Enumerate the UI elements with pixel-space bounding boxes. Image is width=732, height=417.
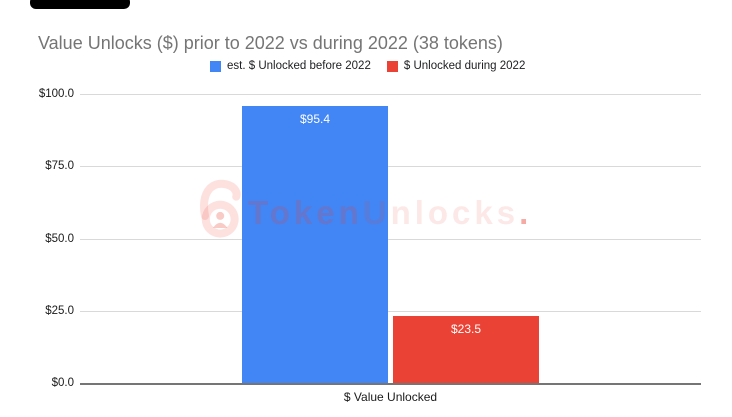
legend-label: est. $ Unlocked before 2022	[227, 60, 371, 72]
x-axis-baseline	[80, 383, 701, 385]
y-tick-label: $0.0	[51, 377, 74, 389]
gridline-75	[80, 166, 701, 167]
chart-title: Value Unlocks ($) prior to 2022 vs durin…	[38, 33, 503, 53]
bar-value-label: $95.4	[299, 112, 331, 126]
x-axis-label: $ Value Unlocked	[343, 390, 438, 404]
legend-label: $ Unlocked during 2022	[403, 60, 526, 72]
gridline-50	[80, 239, 701, 240]
legend: est. $ Unlocked before 2022 $ Unlocked d…	[210, 60, 525, 72]
legend-swatch-blue-icon	[210, 60, 221, 72]
bar-unlocked-during-2022[interactable]: $23.5	[393, 316, 539, 383]
y-tick-label: $50.0	[45, 233, 74, 245]
gridline-25	[80, 311, 701, 312]
padlock-icon	[200, 179, 241, 238]
y-tick-label: $75.0	[45, 160, 74, 172]
bar-value-label: $23.5	[450, 322, 482, 336]
bar-unlocked-before-2022[interactable]: $95.4	[242, 106, 388, 383]
gridline-100	[80, 94, 701, 95]
y-tick-label: $25.0	[45, 305, 74, 317]
watermark-dot: .	[519, 194, 533, 231]
redaction-bar	[30, 0, 130, 9]
legend-item-before-2022[interactable]: est. $ Unlocked before 2022	[210, 60, 371, 72]
legend-swatch-red-icon	[386, 60, 398, 72]
legend-item-during-2022[interactable]: $ Unlocked during 2022	[386, 60, 526, 72]
y-tick-label: $100.0	[38, 88, 74, 100]
